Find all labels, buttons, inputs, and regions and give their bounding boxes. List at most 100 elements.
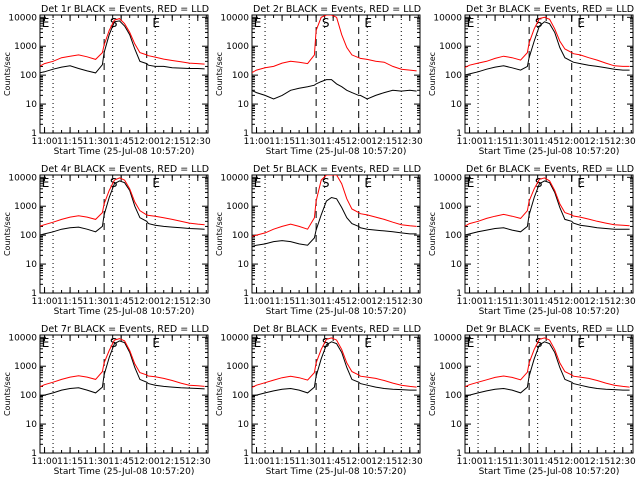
series-line-lld	[252, 337, 417, 389]
x-tick-label: 12:15	[584, 137, 610, 147]
y-tick-label: 10	[26, 100, 38, 110]
x-tick-label: 12:00	[346, 297, 372, 307]
x-tick-label: 11:30	[508, 457, 534, 467]
y-tick-label: 10000	[433, 173, 462, 183]
marker-letter-E: E	[42, 16, 50, 30]
series-line-lld	[252, 175, 417, 237]
panel-title: Det 4r BLACK = Events, RED = LLD	[41, 164, 209, 175]
y-tick-label: 1	[456, 449, 462, 459]
chart-panel-3: 1 10 100 1000 10000 11:00 11:15 11:30 11:45 12:00…	[428, 4, 636, 157]
y-tick-label: 100	[445, 391, 462, 401]
y-tick-label: 100	[232, 231, 249, 241]
marker-letter-S: S	[322, 336, 330, 350]
y-tick-label: 10000	[220, 173, 249, 183]
marker-letter-E: E	[42, 336, 50, 350]
y-tick-label: 1000	[14, 362, 37, 372]
x-tick-label: 12:30	[610, 457, 636, 467]
x-tick-label: 12:15	[371, 457, 397, 467]
x-tick-label: 11:45	[320, 137, 346, 147]
series-line-events	[465, 180, 630, 236]
x-tick-label: 12:15	[584, 457, 610, 467]
panel-title: Det 8r BLACK = Events, RED = LLD	[253, 324, 421, 335]
plot-frame	[251, 14, 421, 134]
marker-letter-E: E	[364, 16, 372, 30]
y-tick-label: 10	[238, 100, 250, 110]
series-line-events	[252, 341, 417, 397]
x-tick-label: 12:15	[159, 457, 185, 467]
marker-letter-E: E	[254, 176, 262, 190]
plot-frame	[464, 334, 634, 454]
plot-frame	[251, 174, 421, 294]
y-tick-label: 1	[456, 289, 462, 299]
y-tick-label: 100	[232, 71, 249, 81]
marker-letter-S: S	[322, 176, 330, 190]
x-tick-label: 11:15	[57, 457, 83, 467]
x-tick-label: 12:30	[610, 137, 636, 147]
y-tick-label: 10	[451, 260, 463, 270]
panel-title: Det 5r BLACK = Events, RED = LLD	[253, 164, 421, 175]
plot-frame	[39, 14, 209, 134]
x-tick-label: 12:00	[559, 137, 585, 147]
y-axis-label: Counts/sec	[428, 372, 437, 416]
y-tick-label: 1	[31, 289, 37, 299]
y-tick-label: 10000	[220, 13, 249, 23]
y-tick-label: 100	[445, 231, 462, 241]
x-tick-label: 11:45	[533, 137, 559, 147]
y-tick-label: 1000	[226, 202, 249, 212]
series-line-lld	[465, 16, 630, 69]
x-tick-label: 11:15	[269, 457, 295, 467]
x-axis-label: Start Time (25-Jul-08 10:57:20)	[266, 307, 407, 317]
series-line-events	[40, 20, 205, 74]
x-tick-label: 11:00	[457, 297, 483, 307]
y-axis-label: Counts/sec	[3, 212, 12, 256]
x-tick-label: 11:00	[32, 137, 58, 147]
x-tick-label: 12:30	[185, 137, 211, 147]
series-line-events	[40, 340, 205, 397]
x-tick-label: 11:45	[320, 297, 346, 307]
chart-panel-6: 1 10 100 1000 10000 11:00 11:15 11:30 11:45 12:00…	[428, 164, 636, 317]
marker-letter-S: S	[535, 176, 543, 190]
y-axis-label: Counts/sec	[215, 52, 224, 96]
marker-letter-E: E	[152, 336, 160, 350]
x-tick-label: 11:30	[295, 297, 321, 307]
x-axis-label: Start Time (25-Jul-08 10:57:20)	[479, 467, 620, 477]
y-tick-label: 10	[238, 420, 250, 430]
marker-letter-E: E	[42, 176, 50, 190]
plot-frame	[464, 174, 634, 294]
panel-title: Det 7r BLACK = Events, RED = LLD	[41, 324, 209, 335]
x-axis-label: Start Time (25-Jul-08 10:57:20)	[479, 147, 620, 157]
y-tick-label: 10000	[8, 13, 37, 23]
y-tick-label: 1000	[226, 42, 249, 52]
x-tick-label: 11:45	[533, 457, 559, 467]
x-tick-label: 11:15	[482, 457, 508, 467]
series-line-events	[465, 341, 630, 397]
x-tick-label: 12:30	[397, 137, 423, 147]
x-tick-label: 11:45	[533, 297, 559, 307]
x-tick-label: 12:00	[134, 137, 160, 147]
x-tick-label: 12:30	[185, 457, 211, 467]
marker-letter-E: E	[467, 176, 475, 190]
plot-frame	[39, 334, 209, 454]
chart-panel-8: 1 10 100 1000 10000 11:00 11:15 11:30 11:45 12:00…	[215, 324, 423, 477]
x-tick-label: 12:00	[134, 297, 160, 307]
chart-panel-4: 1 10 100 1000 10000 11:00 11:15 11:30 11:45 12:00…	[3, 164, 211, 317]
x-axis-label: Start Time (25-Jul-08 10:57:20)	[479, 307, 620, 317]
x-tick-label: 11:30	[295, 137, 321, 147]
marker-letter-E: E	[467, 336, 475, 350]
marker-letter-E: E	[577, 16, 585, 30]
x-tick-label: 11:30	[508, 297, 534, 307]
y-tick-label: 1	[243, 289, 249, 299]
marker-letter-E: E	[254, 336, 262, 350]
x-axis-label: Start Time (25-Jul-08 10:57:20)	[266, 467, 407, 477]
x-axis-label: Start Time (25-Jul-08 10:57:20)	[54, 147, 195, 157]
panel-title: Det 9r BLACK = Events, RED = LLD	[466, 324, 634, 335]
x-tick-label: 12:00	[559, 297, 585, 307]
x-tick-label: 12:30	[397, 457, 423, 467]
y-tick-label: 100	[20, 231, 37, 241]
y-tick-label: 100	[20, 391, 37, 401]
y-tick-label: 1000	[226, 362, 249, 372]
y-tick-label: 1000	[439, 362, 462, 372]
plot-frame	[39, 174, 209, 294]
series-line-lld	[465, 177, 630, 227]
series-line-lld	[40, 338, 205, 388]
